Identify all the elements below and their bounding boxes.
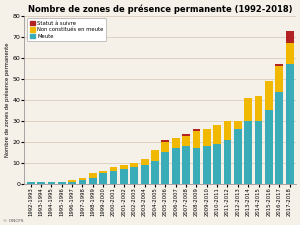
Bar (275, 92, 283, 184)
Bar (224, 140, 231, 184)
Bar (151, 161, 159, 184)
Bar (130, 163, 138, 167)
Bar (110, 171, 117, 184)
Bar (182, 134, 190, 136)
Bar (193, 129, 200, 131)
Bar (286, 43, 293, 64)
Bar (182, 146, 190, 184)
Bar (265, 110, 273, 184)
Bar (161, 140, 169, 142)
Bar (37, 182, 45, 184)
Bar (244, 98, 252, 121)
Bar (286, 64, 293, 184)
Bar (193, 148, 200, 184)
Bar (172, 148, 180, 184)
Bar (172, 138, 180, 148)
Bar (130, 167, 138, 184)
Y-axis label: Nombre de zones de présence permanente: Nombre de zones de présence permanente (4, 43, 10, 157)
Bar (161, 142, 169, 153)
Bar (120, 169, 128, 184)
Bar (99, 171, 107, 173)
Bar (68, 180, 76, 182)
Bar (68, 182, 76, 184)
Bar (99, 173, 107, 184)
Title: Nombre de zones de présence permanente (1992-2018): Nombre de zones de présence permanente (… (28, 4, 292, 14)
Bar (275, 66, 283, 92)
Bar (120, 165, 128, 169)
Bar (141, 159, 148, 165)
Bar (213, 144, 221, 184)
Bar (89, 173, 97, 178)
Bar (79, 180, 86, 184)
Bar (286, 31, 293, 43)
Bar (141, 165, 148, 184)
Legend: Statut à suivre, Non constitués en meute, Meute: Statut à suivre, Non constitués en meute… (27, 18, 106, 41)
Bar (275, 64, 283, 66)
Bar (265, 81, 273, 110)
Bar (193, 131, 200, 148)
Bar (255, 96, 262, 121)
Bar (213, 125, 221, 144)
Bar (161, 153, 169, 184)
Bar (58, 182, 66, 184)
Bar (244, 121, 252, 184)
Bar (89, 178, 97, 184)
Bar (79, 178, 86, 180)
Bar (47, 182, 55, 184)
Bar (203, 146, 211, 184)
Bar (110, 167, 117, 171)
Bar (182, 136, 190, 146)
Bar (151, 150, 159, 161)
Bar (203, 129, 211, 146)
Bar (234, 129, 242, 184)
Text: © ONCFS: © ONCFS (3, 219, 23, 223)
Bar (234, 121, 242, 129)
Bar (224, 121, 231, 140)
Bar (27, 182, 34, 184)
Bar (255, 121, 262, 184)
